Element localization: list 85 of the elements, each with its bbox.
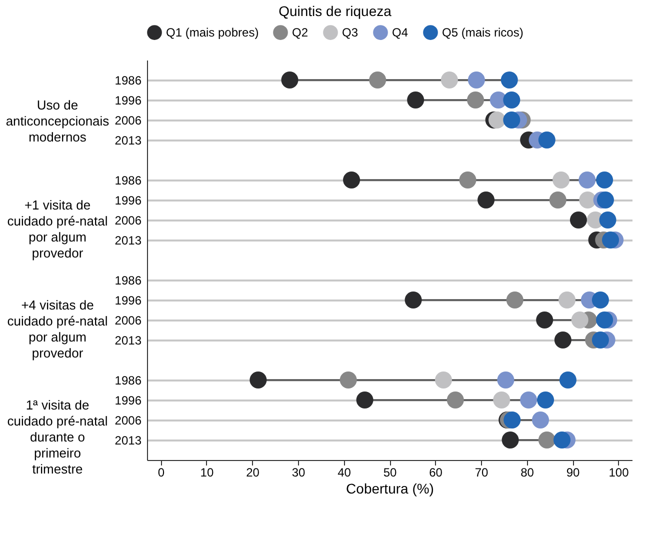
x-tick-label: 50 bbox=[383, 466, 397, 480]
point bbox=[434, 372, 452, 388]
point bbox=[532, 412, 550, 428]
point bbox=[596, 172, 614, 188]
x-tick-label: 70 bbox=[474, 466, 489, 480]
point bbox=[250, 372, 267, 388]
point bbox=[537, 392, 554, 408]
point bbox=[570, 212, 587, 228]
x-tick-label: 100 bbox=[608, 466, 630, 480]
legend-label: Q3 bbox=[342, 26, 358, 40]
legend-label: Q2 bbox=[292, 26, 308, 40]
y-tick-label: 2013 bbox=[114, 334, 142, 348]
point bbox=[493, 392, 510, 408]
x-tick-label: 40 bbox=[338, 466, 352, 480]
point bbox=[407, 92, 424, 108]
y-axis-title: +1 visita de cuidado pré-natal por algum provedor bbox=[7, 198, 108, 260]
point bbox=[503, 112, 520, 128]
point bbox=[536, 312, 554, 328]
y-axis-title: 1ª visita de cuidado pré-natal durante o primeiro trimestre bbox=[7, 398, 108, 476]
point bbox=[502, 432, 519, 448]
y-tick-label: 1986 bbox=[114, 74, 142, 88]
point bbox=[596, 312, 614, 328]
x-tick-label: 90 bbox=[566, 466, 580, 480]
point bbox=[504, 412, 521, 428]
point bbox=[500, 72, 518, 88]
point bbox=[579, 192, 596, 208]
legend-label: Q4 bbox=[392, 26, 408, 40]
point bbox=[440, 72, 458, 88]
point bbox=[538, 432, 556, 448]
y-tick-label: 2006 bbox=[114, 214, 142, 228]
point bbox=[558, 292, 576, 308]
point bbox=[369, 72, 386, 88]
point bbox=[578, 172, 596, 188]
point bbox=[468, 72, 485, 88]
y-tick-label: 1986 bbox=[114, 174, 142, 188]
y-tick-label: 1996 bbox=[114, 94, 142, 108]
y-tick-label: 2006 bbox=[114, 314, 142, 328]
point bbox=[506, 292, 524, 308]
y-tick-label: 1996 bbox=[114, 394, 142, 408]
point bbox=[520, 392, 538, 408]
x-tick-label: 0 bbox=[158, 466, 165, 480]
point bbox=[596, 192, 614, 208]
point bbox=[549, 192, 566, 208]
point bbox=[281, 72, 298, 88]
y-tick-label: 1986 bbox=[114, 374, 142, 388]
y-tick-label: 2006 bbox=[114, 414, 142, 428]
legend-label: Q1 (mais pobres) bbox=[166, 26, 259, 40]
point bbox=[552, 172, 570, 188]
point bbox=[599, 212, 616, 228]
x-tick-label: 20 bbox=[246, 466, 260, 480]
point bbox=[538, 132, 556, 148]
y-tick-label: 1986 bbox=[114, 274, 142, 288]
x-tick-label: 10 bbox=[200, 466, 214, 480]
y-axis-title: Uso de anticoncepcionais modernos bbox=[6, 98, 110, 144]
x-tick-label: 30 bbox=[292, 466, 306, 480]
point bbox=[592, 292, 609, 308]
point bbox=[554, 332, 572, 348]
y-axis-title: +4 visitas de cuidado pré-natal por algum provedor bbox=[7, 298, 108, 360]
point bbox=[467, 92, 484, 108]
y-tick-label: 1996 bbox=[114, 294, 142, 308]
y-tick-label: 2013 bbox=[114, 134, 142, 148]
y-tick-label: 2013 bbox=[114, 434, 142, 448]
point bbox=[503, 92, 520, 108]
point bbox=[404, 292, 422, 308]
y-tick-label: 1996 bbox=[114, 194, 142, 208]
point bbox=[340, 372, 357, 388]
point bbox=[488, 112, 506, 128]
point bbox=[497, 372, 514, 388]
x-axis-title: Cobertura (%) bbox=[346, 480, 434, 496]
point bbox=[446, 392, 464, 408]
y-tick-label: 2006 bbox=[114, 114, 142, 128]
point bbox=[553, 432, 571, 448]
legend-label: Q5 (mais ricos) bbox=[442, 26, 524, 40]
x-tick-label: 80 bbox=[520, 466, 534, 480]
legend-title: Quintis de riqueza bbox=[278, 3, 392, 19]
point bbox=[571, 312, 588, 328]
point bbox=[356, 392, 374, 408]
point bbox=[592, 332, 609, 348]
point bbox=[559, 372, 576, 388]
point bbox=[602, 232, 620, 248]
point bbox=[343, 172, 360, 188]
x-tick-label: 60 bbox=[429, 466, 443, 480]
point bbox=[459, 172, 476, 188]
point bbox=[478, 192, 495, 208]
y-tick-label: 2013 bbox=[114, 234, 142, 248]
